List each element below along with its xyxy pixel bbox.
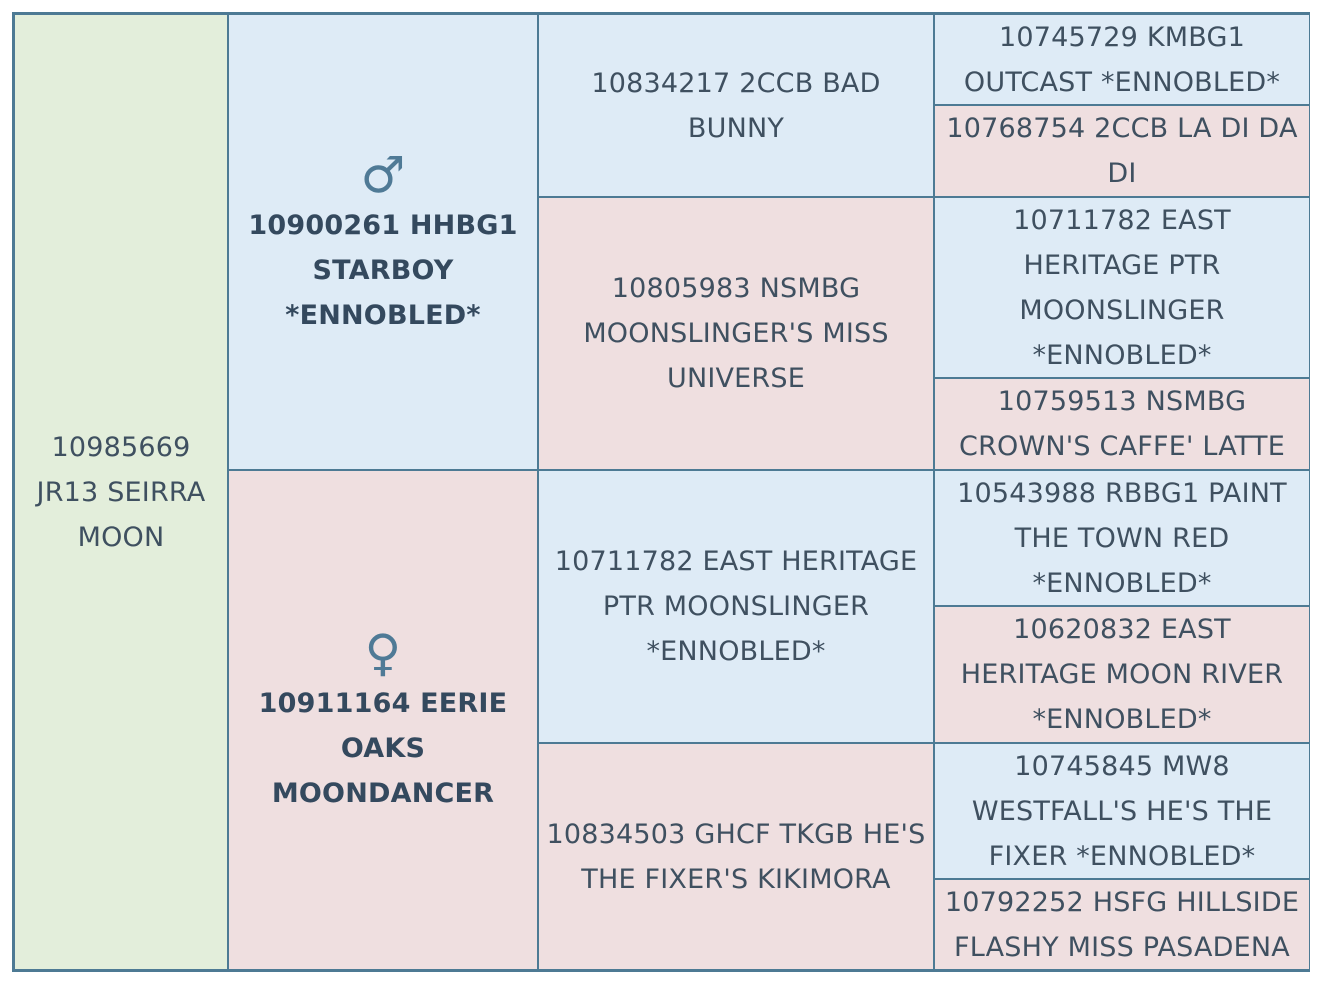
male-symbol-icon: ♂ (360, 145, 406, 204)
great-grandparent-5: 10543988 RBBG1 PAINT THE TOWN RED *ENNOB… (934, 470, 1310, 606)
great-grandparent-6: 10620832 EAST HERITAGE MOON RIVER *ENNOB… (934, 606, 1310, 743)
great-grandparent-4: 10759513 NSMBG CROWN'S CAFFE' LATTE (934, 378, 1310, 470)
great-grandparent-7: 10745845 MW8 WESTFALL'S HE'S THE FIXER *… (934, 743, 1310, 879)
great-grandparent-2: 10768754 2CCB LA DI DA DI (934, 105, 1310, 197)
pedigree-tree: 10985669 JR13 SEIRRA MOON ♂ 10900261 HHB… (12, 12, 1310, 972)
grandparent-name: 10834503 GHCF TKGB HE'S THE FIXER'S KIKI… (546, 818, 926, 895)
great-grandparent-1: 10745729 KMBG1 OUTCAST *ENNOBLED* (934, 14, 1310, 105)
grandparent-sire-dam: 10805983 NSMBG MOONSLINGER'S MISS UNIVER… (538, 197, 934, 470)
subject-cell: 10985669 JR13 SEIRRA MOON (14, 14, 228, 970)
sire-cell: ♂ 10900261 HHBG1 STARBOY *ENNOBLED* (228, 14, 538, 470)
great-grandparent-name: 10543988 RBBG1 PAINT THE TOWN RED *ENNOB… (957, 477, 1287, 599)
grandparent-name: 10805983 NSMBG MOONSLINGER'S MISS UNIVER… (583, 273, 889, 394)
sire-name: 10900261 HHBG1 STARBOY *ENNOBLED* (248, 209, 518, 331)
subject-name: 10985669 JR13 SEIRRA MOON (36, 431, 206, 553)
great-grandparent-name: 10792252 HSFG HILLSIDE FLASHY MISS PASAD… (944, 886, 1300, 963)
grandparent-name: 10711782 EAST HERITAGE PTR MOONSLINGER *… (554, 546, 918, 667)
female-symbol-icon: ♀ (364, 623, 402, 682)
great-grandparent-name: 10759513 NSMBG CROWN'S CAFFE' LATTE (959, 386, 1285, 462)
great-grandparent-name: 10620832 EAST HERITAGE MOON RIVER *ENNOB… (960, 614, 1284, 735)
dam-name: 10911164 EERIE OAKS MOONDANCER (258, 687, 508, 809)
grandparent-name: 10834217 2CCB BAD BUNNY (591, 67, 881, 144)
great-grandparent-name: 10745845 MW8 WESTFALL'S HE'S THE FIXER *… (971, 750, 1273, 872)
great-grandparent-name: 10711782 EAST HERITAGE PTR MOONSLINGER *… (1013, 204, 1231, 371)
great-grandparent-name: 10745729 KMBG1 OUTCAST *ENNOBLED* (963, 21, 1281, 98)
dam-cell: ♀ 10911164 EERIE OAKS MOONDANCER (228, 470, 538, 970)
grandparent-dam-dam: 10834503 GHCF TKGB HE'S THE FIXER'S KIKI… (538, 743, 934, 970)
great-grandparent-8: 10792252 HSFG HILLSIDE FLASHY MISS PASAD… (934, 879, 1310, 970)
great-grandparent-3: 10711782 EAST HERITAGE PTR MOONSLINGER *… (934, 197, 1310, 378)
great-grandparent-name: 10768754 2CCB LA DI DA DI (946, 113, 1298, 189)
grandparent-dam-sire: 10711782 EAST HERITAGE PTR MOONSLINGER *… (538, 470, 934, 743)
grandparent-sire-sire: 10834217 2CCB BAD BUNNY (538, 14, 934, 197)
